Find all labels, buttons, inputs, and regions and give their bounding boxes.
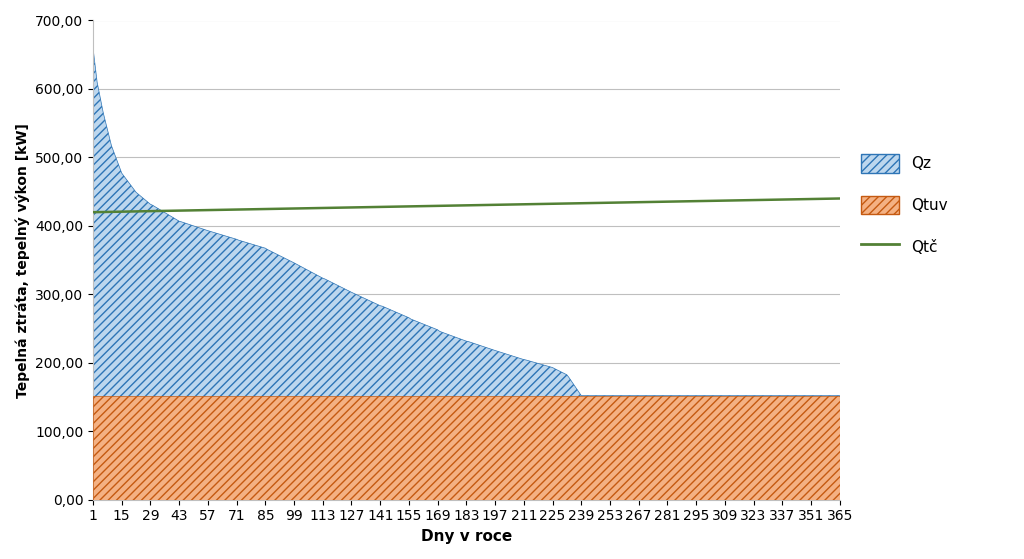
Legend: Qz, Qtuv, Qtč: Qz, Qtuv, Qtč	[855, 148, 954, 262]
X-axis label: Dny v roce: Dny v roce	[421, 529, 512, 544]
Y-axis label: Tepelná ztráta, tepelný výkon [kW]: Tepelná ztráta, tepelný výkon [kW]	[15, 122, 30, 397]
